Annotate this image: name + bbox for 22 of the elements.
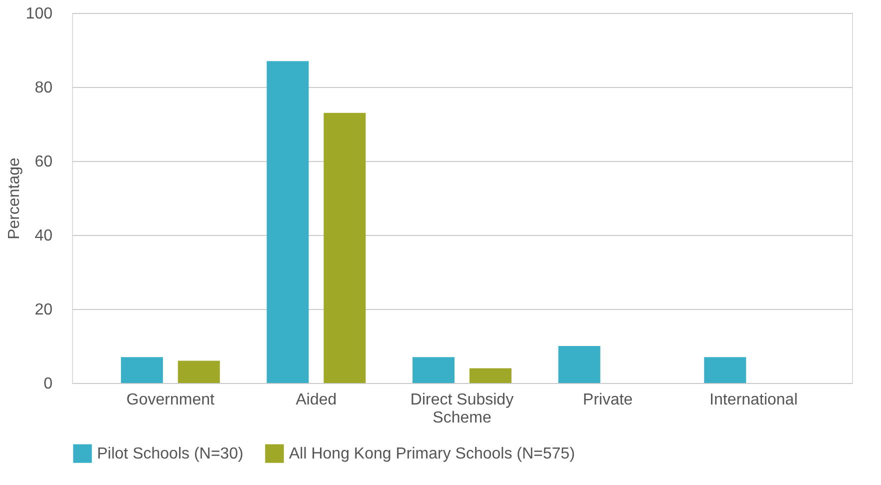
- bar: [558, 346, 600, 383]
- x-tick-label: Direct Subsidy Scheme: [410, 392, 514, 426]
- bar: [412, 357, 455, 383]
- y-tick-label: 60: [34, 154, 53, 170]
- bar: [120, 357, 163, 383]
- y-tick-label: 80: [34, 80, 53, 96]
- y-tick-label: 20: [34, 302, 53, 318]
- y-axis-title: Percentage: [6, 157, 23, 240]
- bar: [324, 112, 366, 383]
- bar: [266, 61, 309, 383]
- x-tick-label: International: [710, 392, 798, 408]
- y-tick-label: 40: [34, 228, 53, 244]
- x-tick-label: Government: [126, 392, 215, 408]
- x-tick-label: Private: [582, 392, 633, 408]
- bar: [704, 357, 746, 383]
- legend-label: Pilot Schools (N=30): [97, 446, 244, 463]
- y-tick-label: 0: [44, 376, 53, 392]
- bar: [178, 360, 220, 383]
- legend-label: All Hong Kong Primary Schools (N=575): [289, 446, 575, 463]
- x-tick-label: Aided: [296, 392, 337, 408]
- y-tick-label: 100: [26, 6, 53, 22]
- bar: [469, 368, 512, 383]
